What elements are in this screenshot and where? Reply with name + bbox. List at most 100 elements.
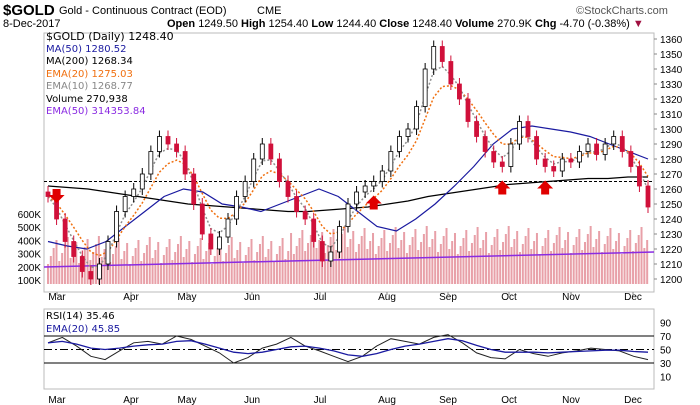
month-label: Aug xyxy=(378,395,396,405)
volume-bar xyxy=(78,263,81,284)
volume-bar xyxy=(264,257,267,284)
volume-bar xyxy=(239,242,242,284)
volume-bar xyxy=(411,237,414,284)
volume-bar xyxy=(431,239,434,284)
candle-body xyxy=(439,46,445,62)
rsi-tick-label: 70 xyxy=(660,332,672,343)
volume-bar xyxy=(284,259,287,284)
volume-bar xyxy=(242,263,245,284)
volume-bar xyxy=(575,237,578,284)
candle-body xyxy=(431,46,437,70)
volume-bar xyxy=(468,251,471,284)
price-tick-label: 1270 xyxy=(660,170,683,181)
volume-bar xyxy=(380,238,383,284)
candle-body xyxy=(628,151,634,167)
volume-tick-label: 500K xyxy=(18,223,42,234)
volume-bar xyxy=(544,238,547,284)
open-value: 1249.50 xyxy=(198,18,238,30)
candle-body xyxy=(165,136,171,145)
candle-body xyxy=(191,173,197,205)
price-tick-label: 1240 xyxy=(660,215,683,226)
volume-bar xyxy=(470,243,473,284)
volume-bar xyxy=(502,242,505,284)
volume-bar xyxy=(188,241,191,284)
volume-bar xyxy=(304,251,307,284)
volume-bar xyxy=(318,240,321,284)
legend-ma50: MA(50) 1280.52 xyxy=(46,43,127,55)
rsi-line xyxy=(47,334,649,364)
price-tick-label: 1310 xyxy=(660,110,683,121)
candle-body xyxy=(354,191,359,205)
volume-bar xyxy=(439,244,442,284)
candle-body xyxy=(259,143,265,160)
volume-bar xyxy=(595,239,598,284)
volume-bar xyxy=(216,248,219,284)
price-tick-label: 1300 xyxy=(660,125,683,136)
volume-bar xyxy=(541,246,544,284)
price-tick-label: 1230 xyxy=(660,230,683,241)
month-label: Oct xyxy=(501,292,517,303)
legend-ema10: EMA(10) 1268.77 xyxy=(46,81,133,92)
rsi-ema-line xyxy=(47,338,649,357)
up-arrow-icon xyxy=(494,180,511,195)
volume-bar xyxy=(338,242,341,284)
volume-bar xyxy=(516,231,519,284)
volume-bar xyxy=(615,241,618,284)
volume-bar xyxy=(261,236,264,284)
volume-bar xyxy=(583,242,586,284)
volume-bar xyxy=(456,254,459,284)
candle-body xyxy=(499,161,505,167)
legend-ema20: EMA(20) 1275.03 xyxy=(46,68,133,80)
volume-bar xyxy=(400,240,403,284)
volume-bar xyxy=(360,236,363,284)
volume-tick-label: 100K xyxy=(18,276,42,287)
candle-body xyxy=(457,83,462,100)
volume-bar xyxy=(518,252,521,284)
candle-body xyxy=(414,106,419,130)
volume-bar xyxy=(485,232,488,284)
volume-bar xyxy=(92,252,95,284)
candle-body xyxy=(379,170,385,182)
watermark: ©StockCharts.com xyxy=(576,5,668,17)
volume-bar xyxy=(205,251,208,284)
volume-bar xyxy=(157,242,160,284)
candle-body xyxy=(534,136,539,160)
candle-body xyxy=(405,128,411,137)
price-tick-label: 1340 xyxy=(660,65,683,76)
price-tick-label: 1280 xyxy=(660,155,683,166)
volume-bar xyxy=(210,264,213,284)
ema20-line xyxy=(47,84,649,257)
volume-bar xyxy=(569,253,572,284)
volume-bar xyxy=(493,237,496,284)
low-value: 1244.40 xyxy=(336,18,377,30)
volume-bar xyxy=(315,248,318,284)
volume-bar xyxy=(97,236,100,284)
candle-body xyxy=(362,185,368,193)
candle-body xyxy=(568,158,574,163)
price-tick-label: 1260 xyxy=(660,185,683,196)
rsi-legend: RSI(14) 35.46 EMA(20) 45.85 xyxy=(46,311,120,336)
month-label: Mar xyxy=(48,395,66,405)
volume-bar xyxy=(363,228,366,284)
volume-bar xyxy=(244,255,247,284)
volume-bar xyxy=(451,241,454,284)
volume-bar xyxy=(123,251,126,284)
month-label: Apr xyxy=(123,292,139,303)
month-label: Nov xyxy=(562,292,580,303)
volume-bar xyxy=(151,258,154,284)
volume-bar xyxy=(162,255,165,284)
candle-body xyxy=(234,196,239,220)
candle-body xyxy=(208,233,214,250)
volume-bar xyxy=(222,261,225,284)
volume-bar xyxy=(143,253,146,284)
month-label: May xyxy=(178,292,197,303)
volume-tick-label: 600K xyxy=(18,210,42,221)
symbol: $GOLD xyxy=(3,2,55,19)
rsi-tick-label: 50 xyxy=(660,346,672,357)
volume-bar xyxy=(417,250,420,284)
close-value: 1248.40 xyxy=(412,18,453,30)
volume-bar xyxy=(634,243,637,284)
volume-bar xyxy=(473,235,476,284)
legend-volume: Volume 270,938 xyxy=(46,93,128,105)
volume-bar xyxy=(479,248,482,284)
